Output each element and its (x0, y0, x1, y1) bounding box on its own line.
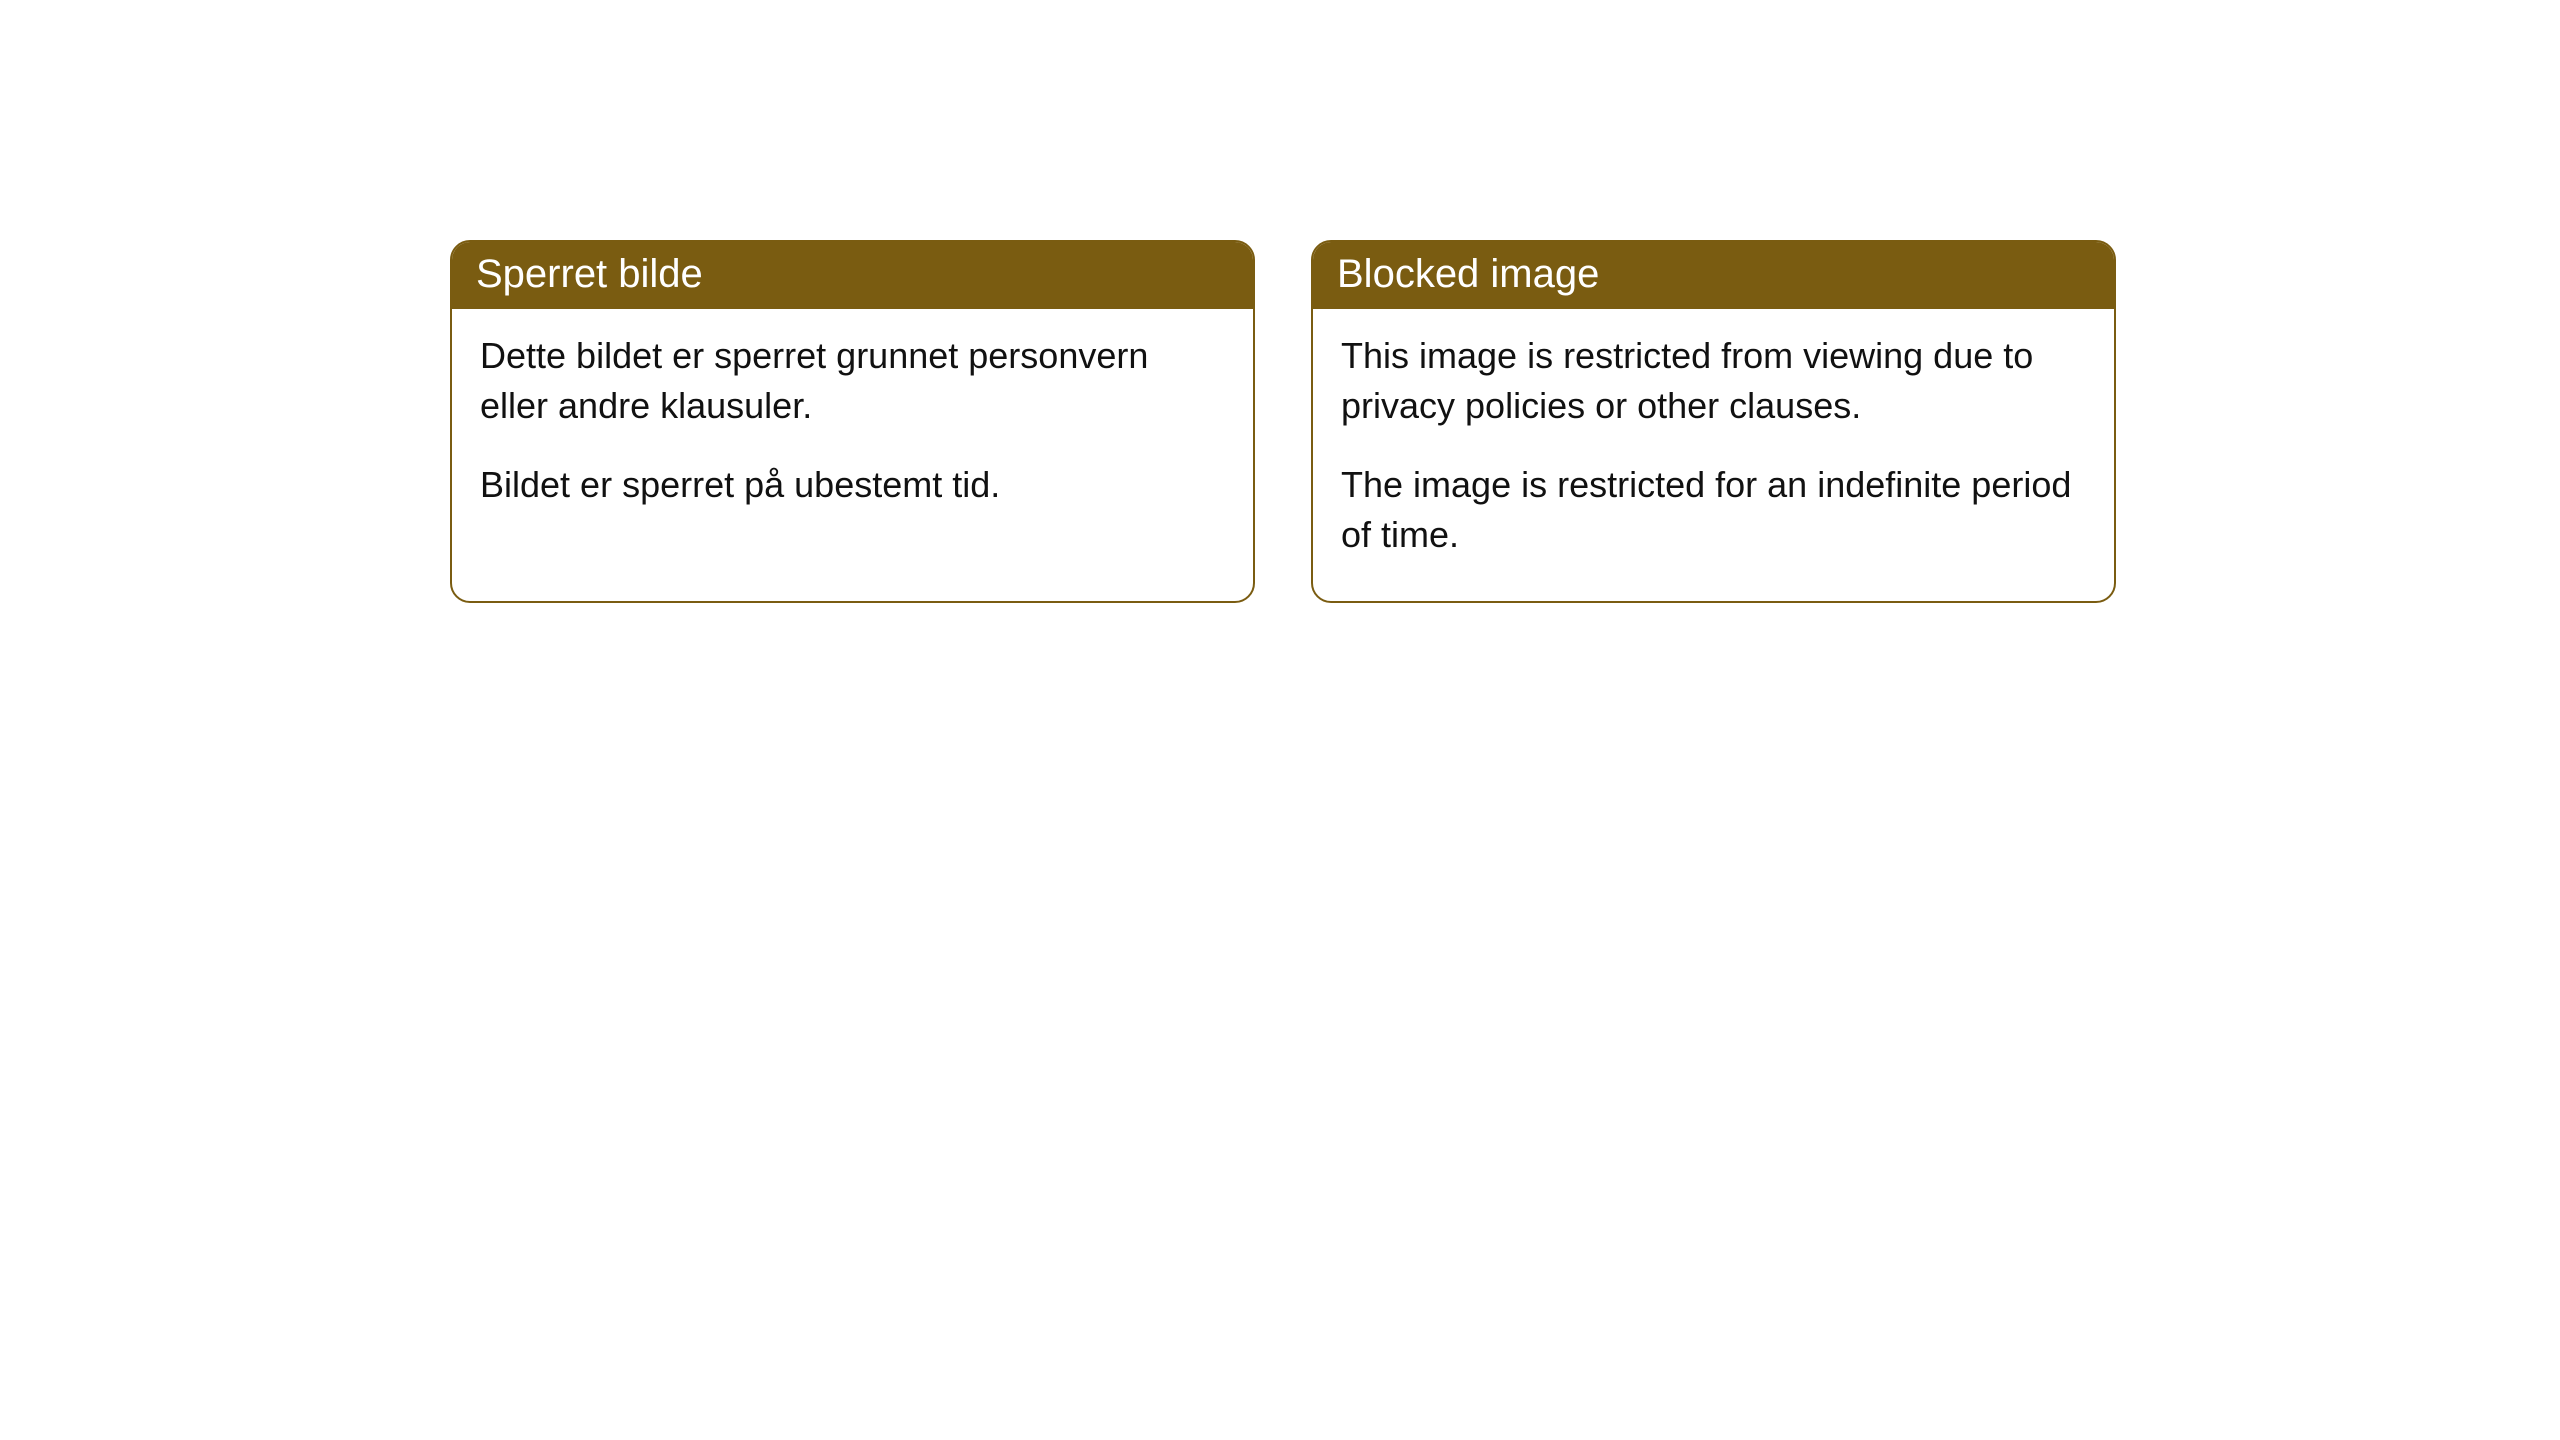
card-english: Blocked image This image is restricted f… (1311, 240, 2116, 603)
card-header: Sperret bilde (452, 242, 1253, 309)
card-paragraph: The image is restricted for an indefinit… (1341, 460, 2086, 561)
cards-container: Sperret bilde Dette bildet er sperret gr… (450, 240, 2560, 603)
card-title: Sperret bilde (476, 252, 703, 296)
card-body: Dette bildet er sperret grunnet personve… (452, 309, 1253, 550)
card-paragraph: Dette bildet er sperret grunnet personve… (480, 331, 1225, 432)
card-header: Blocked image (1313, 242, 2114, 309)
card-title: Blocked image (1337, 252, 1599, 296)
card-paragraph: This image is restricted from viewing du… (1341, 331, 2086, 432)
card-body: This image is restricted from viewing du… (1313, 309, 2114, 601)
card-norwegian: Sperret bilde Dette bildet er sperret gr… (450, 240, 1255, 603)
card-paragraph: Bildet er sperret på ubestemt tid. (480, 460, 1225, 510)
